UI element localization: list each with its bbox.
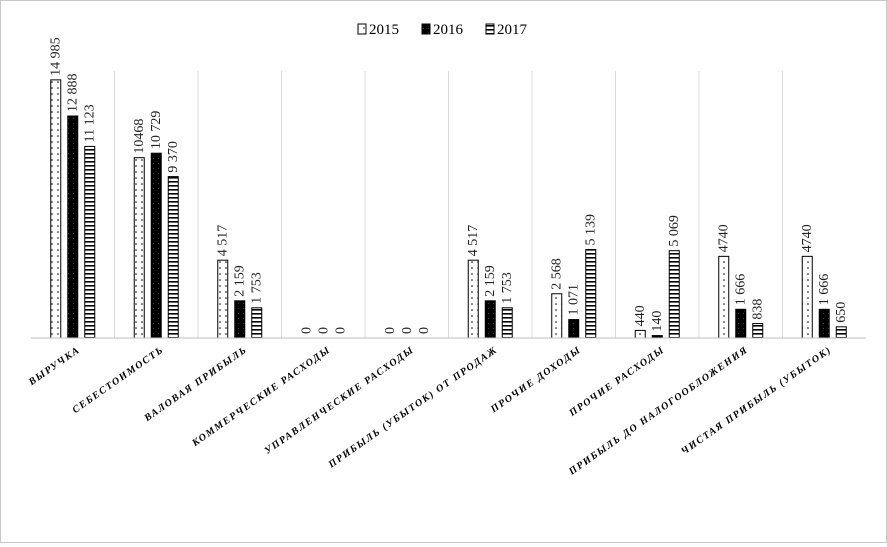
data-label: 4740 — [717, 224, 732, 252]
category-label: СЕБЕСТОИМОСТЬ — [70, 344, 165, 415]
data-label: 440 — [633, 305, 648, 326]
data-label: 2 568 — [550, 258, 565, 290]
bar-2017-6 — [585, 248, 597, 339]
data-label: 650 — [834, 302, 849, 323]
bar-2017-7 — [668, 250, 680, 339]
bar-2017-0 — [84, 145, 96, 339]
data-label: 5 069 — [667, 215, 682, 247]
category-label: ПРИБЫЛЬ ДО НАЛОГООБЛОЖЕНИЯ — [566, 344, 750, 478]
bar-2017-1 — [167, 176, 179, 339]
data-label: 0 — [383, 327, 398, 334]
bar-2017-5 — [501, 307, 513, 339]
legend-label-2015: 2015 — [369, 22, 399, 38]
bar-2016-1 — [150, 152, 162, 339]
data-label: 2 159 — [233, 265, 248, 297]
bar-2016-2 — [234, 300, 246, 339]
data-label: 140 — [650, 311, 665, 332]
data-label: 12 888 — [66, 73, 81, 112]
legend-swatch-2015 — [357, 23, 367, 35]
data-label: 0 — [417, 327, 432, 334]
bar-2015-1 — [133, 157, 145, 339]
category-label: ЧИСТАЯ ПРИБЫЛЬ (УБЫТОК) — [679, 344, 834, 457]
data-label: 1 666 — [734, 274, 749, 306]
data-label: 10468 — [132, 119, 147, 154]
category-label: ПРОЧИЕ ДОХОДЫ — [488, 344, 583, 415]
bar-2015-5 — [467, 259, 479, 339]
bar-2015-2 — [217, 259, 229, 339]
category-label: ПРИБЫЛЬ (УБЫТОК) ОТ ПРОДАЖ — [326, 344, 500, 471]
bar-2016-0 — [67, 115, 79, 339]
bars — [50, 79, 847, 339]
bar-2015-0 — [50, 79, 62, 339]
bar-2016-9 — [818, 308, 830, 339]
legend-label-2017: 2017 — [497, 22, 528, 38]
bar-2017-8 — [752, 323, 764, 339]
legend: 2015 2016 2017 — [357, 22, 528, 38]
data-label: 5 139 — [584, 214, 599, 246]
legend-swatch-2016 — [421, 23, 431, 35]
bar-2015-7 — [634, 329, 646, 339]
legend-swatch-2017 — [485, 23, 495, 35]
data-label: 0 — [400, 327, 415, 334]
data-label: 2 159 — [483, 265, 498, 297]
data-label: 1 753 — [500, 272, 515, 304]
data-label: 9 370 — [166, 141, 181, 173]
data-label: 4740 — [800, 224, 815, 252]
data-label: 838 — [751, 299, 766, 320]
data-label: 10 729 — [149, 111, 164, 150]
data-label: 1 071 — [567, 284, 582, 316]
data-label: 0 — [316, 327, 331, 334]
data-label: 1 753 — [250, 272, 265, 304]
data-label: 4 517 — [466, 225, 481, 257]
category-label: ВЫРУЧКА — [26, 344, 82, 388]
data-label: 14 985 — [49, 37, 64, 76]
category-label: УПРАВЛЕНЧЕСКИЕ РАСХОДЫ — [263, 344, 417, 456]
bar-2015-9 — [801, 255, 813, 339]
data-label: 1 666 — [817, 274, 832, 306]
data-label: 0 — [333, 327, 348, 334]
bar-2015-8 — [718, 255, 730, 339]
bar-2017-9 — [835, 326, 847, 339]
bar-2015-6 — [551, 293, 563, 339]
gridlines — [114, 71, 783, 338]
bar-2016-5 — [484, 300, 496, 339]
legend-label-2016: 2016 — [433, 22, 464, 38]
bar-2016-6 — [568, 319, 580, 339]
data-label: 11 123 — [83, 104, 98, 142]
category-label: КОММЕРЧЕСКИЕ РАСХОДЫ — [189, 344, 333, 449]
bar-2017-2 — [251, 307, 263, 339]
data-label: 4 517 — [216, 225, 231, 257]
data-label: 0 — [299, 327, 314, 334]
bar-2016-8 — [735, 308, 747, 339]
